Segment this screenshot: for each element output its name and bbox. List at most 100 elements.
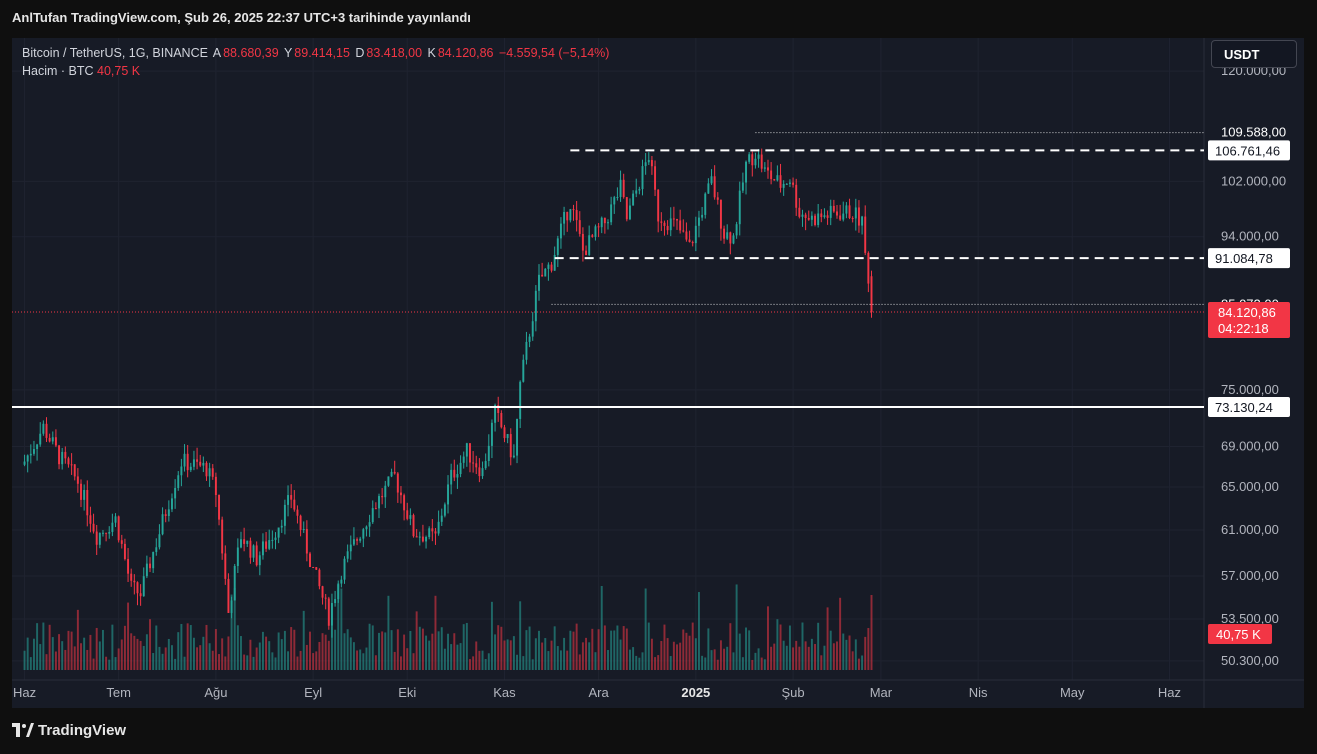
chart-panel[interactable]: 120.000,00 102.000,00 94.000,00 75.000,00 69…	[12, 38, 1304, 708]
candle	[447, 484, 449, 505]
volume-bar	[553, 626, 556, 670]
volume-bar	[155, 625, 158, 670]
volume-bar	[632, 647, 635, 670]
volume-bar	[572, 631, 575, 670]
volume-bar	[644, 588, 647, 670]
tradingview-logo[interactable]: TradingView	[12, 722, 126, 739]
volume-bar	[691, 622, 694, 670]
currency-button[interactable]: USDT	[1211, 40, 1297, 68]
volume-bar	[672, 641, 675, 670]
volume-bar	[371, 625, 374, 670]
tradingview-brand: TradingView	[38, 722, 127, 739]
volume-bar	[751, 659, 754, 670]
volume-bar	[89, 634, 92, 670]
candle	[807, 217, 810, 220]
volume-bar	[174, 658, 177, 670]
candle	[211, 468, 214, 477]
volume-bar	[861, 655, 864, 670]
candle	[638, 189, 641, 191]
candle	[155, 547, 158, 552]
candle	[732, 235, 735, 244]
volume-bar	[509, 640, 512, 670]
volume-bar	[346, 629, 349, 670]
volume-bar	[459, 643, 462, 670]
volume-bar	[688, 635, 691, 670]
candle	[654, 166, 657, 190]
candle	[29, 453, 32, 456]
candle	[795, 184, 798, 208]
candle	[218, 495, 221, 520]
candle	[76, 476, 79, 484]
candle	[412, 515, 415, 537]
volume-bar	[296, 656, 299, 670]
candle	[73, 464, 76, 477]
time-tick-label: Tem	[106, 685, 131, 700]
volume-bar	[111, 624, 114, 670]
time-tick-label: Ara	[588, 685, 609, 700]
candle	[233, 565, 236, 601]
candle	[80, 483, 82, 500]
volume-bar	[628, 649, 631, 670]
candle	[785, 183, 788, 185]
price-tick-label: 61.000,00	[1221, 522, 1279, 537]
candle	[591, 235, 594, 237]
volume-bar	[271, 652, 274, 670]
candle	[101, 532, 104, 534]
volume-bar	[437, 631, 440, 670]
volume-bar	[519, 601, 522, 670]
candle	[817, 213, 820, 226]
last-price-badge	[1208, 302, 1290, 339]
candle	[776, 175, 779, 181]
volume-bar	[544, 638, 547, 670]
candle	[767, 167, 769, 171]
candle	[635, 190, 638, 194]
volume-bar	[58, 634, 61, 670]
volume-bar	[663, 624, 666, 670]
level-badge	[1208, 140, 1290, 161]
legend-symbol[interactable]: Bitcoin / TetherUS, 1G, BINANCE	[22, 46, 208, 60]
candle	[647, 160, 650, 163]
countdown-label: 04:22:18	[1218, 321, 1269, 336]
candle	[597, 226, 600, 228]
candle	[723, 228, 726, 239]
volume-bar	[349, 637, 352, 670]
candle	[337, 583, 340, 600]
volume-bar	[456, 644, 459, 670]
volume-bar	[814, 644, 817, 670]
candle	[192, 459, 195, 467]
candle	[443, 504, 446, 516]
time-tick-label: 2025	[681, 685, 710, 700]
volume-bar	[654, 657, 657, 670]
candle	[208, 468, 211, 477]
volume-bar	[127, 602, 130, 670]
candle	[396, 473, 399, 493]
candle	[697, 217, 700, 226]
candle	[296, 509, 299, 516]
price-chart[interactable]: 120.000,00102.000,0094.000,0075.000,0069…	[12, 38, 1304, 708]
volume-bar	[588, 642, 591, 670]
volume-bar	[625, 628, 628, 670]
volume-bar	[199, 645, 202, 670]
price-axis: 120.000,00102.000,0094.000,0075.000,0069…	[1208, 63, 1290, 668]
candle	[704, 193, 707, 215]
level-label: 91.084,78	[1215, 251, 1273, 266]
candle	[214, 476, 217, 496]
close-label: K	[427, 46, 436, 60]
volume-bar	[497, 625, 500, 670]
candle	[186, 453, 189, 471]
volume-bar	[538, 630, 540, 670]
volume-bar	[183, 656, 186, 670]
volume-bar	[697, 592, 700, 670]
volume-bar	[318, 641, 321, 670]
candle	[490, 422, 493, 446]
candle	[456, 474, 459, 478]
price-tick-label: 53.500,00	[1221, 611, 1279, 626]
volume-bar	[45, 654, 48, 670]
candle	[161, 514, 164, 535]
candle	[177, 475, 180, 488]
candle	[851, 218, 854, 220]
price-tick-label: 102.000,00	[1221, 173, 1286, 188]
volume-label[interactable]: Hacim · BTC	[22, 64, 94, 78]
volume-bar	[682, 629, 685, 670]
volume-bar	[224, 656, 227, 670]
